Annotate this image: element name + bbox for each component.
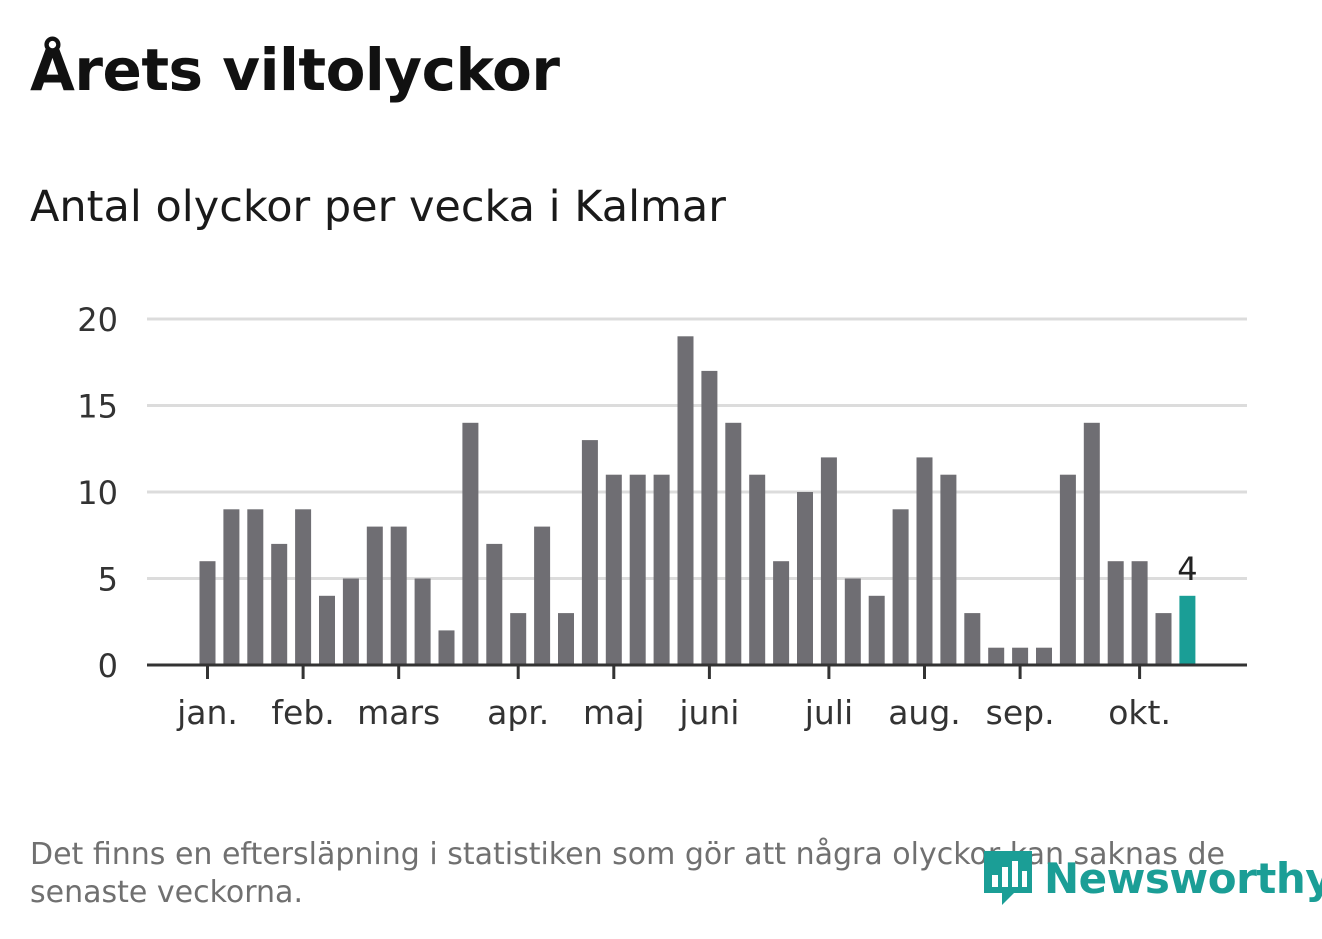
bar: [342, 578, 359, 665]
data-labels: 4: [1177, 550, 1197, 588]
x-tick-label: apr.: [487, 693, 549, 732]
bars: [199, 336, 1196, 665]
grid-lines: [147, 317, 1247, 580]
bar: [1059, 474, 1076, 665]
bar: [988, 647, 1005, 665]
chart-subtitle: Antal olyckor per vecka i Kalmar: [30, 182, 726, 232]
bar: [581, 440, 598, 665]
x-tick-label: juli: [804, 693, 853, 732]
bar: [223, 509, 240, 665]
bar: [629, 474, 646, 665]
bar: [797, 492, 813, 665]
bar: [295, 509, 312, 665]
bar: [247, 509, 264, 665]
bar: [271, 543, 288, 665]
bar: [486, 543, 503, 665]
highlight-data-label: 4: [1177, 550, 1197, 588]
bar: [534, 526, 551, 665]
bar: [725, 422, 742, 665]
bar: [438, 630, 455, 665]
bar: [1155, 613, 1172, 665]
bar: [390, 526, 407, 665]
x-axis-ticks: jan. feb. mars apr. maj juni juli aug. sep. okt.: [176, 665, 1171, 732]
y-tick-label: 15: [77, 388, 118, 426]
bar: [510, 613, 527, 665]
newsworthy-logo: Newsworthy: [980, 846, 1322, 910]
x-tick-label: sep.: [986, 693, 1055, 732]
bar: [1107, 561, 1124, 665]
bar: [462, 422, 479, 665]
logo-text: Newsworthy: [1044, 853, 1322, 903]
bar: [1083, 422, 1100, 665]
bar: [414, 578, 431, 665]
bar: [749, 474, 766, 665]
y-tick-label: 20: [77, 301, 118, 339]
bar: [868, 595, 885, 665]
x-tick-label: maj: [583, 693, 645, 732]
y-tick-label: 10: [77, 474, 118, 512]
bar: [701, 370, 718, 665]
bar: [892, 509, 909, 665]
newsworthy-logo-icon: [984, 851, 1032, 905]
bar: [366, 526, 383, 665]
x-tick-label: jan.: [176, 693, 238, 732]
x-tick-label: feb.: [271, 693, 334, 732]
bar: [916, 457, 933, 665]
bar: [653, 474, 670, 665]
bar: [820, 457, 837, 665]
bar-chart: 0 5 10 15 20 jan. feb. mars apr. maj juni juli aug.…: [77, 301, 1247, 732]
bar: [964, 613, 981, 665]
bar: [199, 561, 216, 665]
bar: [940, 474, 957, 665]
x-tick-label: juni: [678, 693, 739, 732]
bar: [605, 474, 622, 665]
x-tick-label: okt.: [1108, 693, 1171, 732]
y-tick-label: 0: [98, 647, 118, 685]
bar: [773, 561, 790, 665]
x-tick-label: aug.: [888, 693, 961, 732]
x-tick-label: mars: [357, 693, 440, 732]
chart-title: Årets viltolyckor: [30, 36, 560, 104]
bar: [677, 336, 694, 665]
bar-highlight: [1179, 595, 1196, 665]
bar: [844, 578, 861, 665]
bar: [319, 595, 335, 665]
y-axis-ticks: 0 5 10 15 20: [77, 301, 118, 685]
bar: [1131, 561, 1148, 665]
y-tick-label: 5: [98, 561, 118, 599]
bar: [558, 613, 574, 665]
bar: [1012, 647, 1029, 665]
bar: [1036, 647, 1052, 665]
